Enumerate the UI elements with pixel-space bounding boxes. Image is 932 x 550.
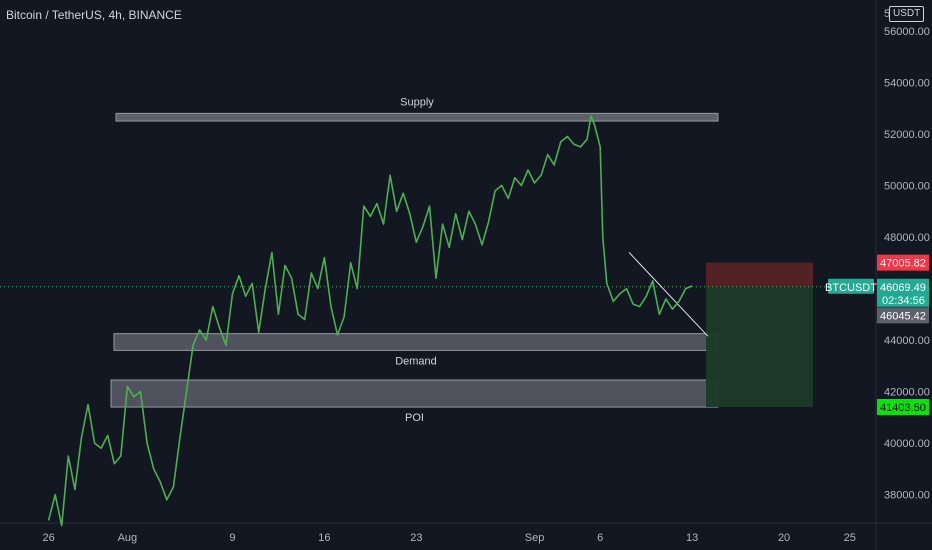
symbol-tag-bg <box>828 278 874 294</box>
countdown-tag: 02:34:56 <box>882 295 925 307</box>
x-tick-label: 20 <box>778 532 790 544</box>
zone-supply <box>115 112 719 122</box>
zone-label-poi: POI <box>405 412 424 424</box>
unit-prefix: 5 <box>884 8 891 20</box>
chart-title: Bitcoin / TetherUS, 4h, BINANCE <box>6 8 182 22</box>
time-axis[interactable]: 26 Aug 9 16 23 Sep 6 13 20 25 <box>0 522 932 544</box>
x-tick-label: 25 <box>844 532 856 544</box>
x-tick-label: 6 <box>597 532 603 544</box>
y-tick-label: 40000.00 <box>884 438 930 450</box>
x-tick-label: 26 <box>42 532 54 544</box>
y-tick-label: 50000.00 <box>884 180 930 192</box>
x-tick-label: Aug <box>118 532 138 544</box>
alt-price-tag: 46045.42 <box>880 310 926 322</box>
x-tick-label: Sep <box>525 532 545 544</box>
y-tick-label: 38000.00 <box>884 490 930 502</box>
x-tick-label: 13 <box>686 532 698 544</box>
y-tick-label: 44000.00 <box>884 335 930 347</box>
stop-price-tag: 47005.82 <box>880 258 926 270</box>
last-price-tag: 46069.49 <box>880 282 926 294</box>
y-tick-label: 54000.00 <box>884 77 930 89</box>
y-tick-label: 52000.00 <box>884 129 930 141</box>
y-tick-label: 56000.00 <box>884 26 930 38</box>
trendline <box>628 252 709 337</box>
zone-label-supply: Supply <box>400 96 434 108</box>
alt-price-tag-bg <box>877 307 929 324</box>
stop-loss-zone <box>706 262 813 287</box>
zone-label-demand: Demand <box>395 355 437 367</box>
zones-layer: Supply Demand POI <box>110 96 719 424</box>
take-profit-zone <box>706 286 813 407</box>
x-tick-label: 23 <box>410 532 422 544</box>
target-price-tag-bg <box>877 398 929 415</box>
last-price-tag-bg <box>877 278 929 307</box>
symbol-tag: BTCUSDT <box>825 282 877 294</box>
stop-price-tag-bg <box>877 254 929 271</box>
trendline-layer[interactable] <box>628 252 709 337</box>
target-price-tag: 41403.50 <box>880 402 926 414</box>
unit-button[interactable]: USDT <box>889 6 925 22</box>
y-tick-label: 48000.00 <box>884 232 930 244</box>
y-tick-label: 42000.00 <box>884 387 930 399</box>
price-axis[interactable]: 38000.0040000.0042000.0044000.0046000.00… <box>875 0 930 550</box>
price-line <box>47 115 693 527</box>
short-position-tool[interactable] <box>0 262 876 407</box>
price-line-layer <box>47 115 693 527</box>
zone-poi <box>110 379 719 408</box>
x-tick-label: 16 <box>318 532 330 544</box>
x-tick-label: 9 <box>229 532 235 544</box>
